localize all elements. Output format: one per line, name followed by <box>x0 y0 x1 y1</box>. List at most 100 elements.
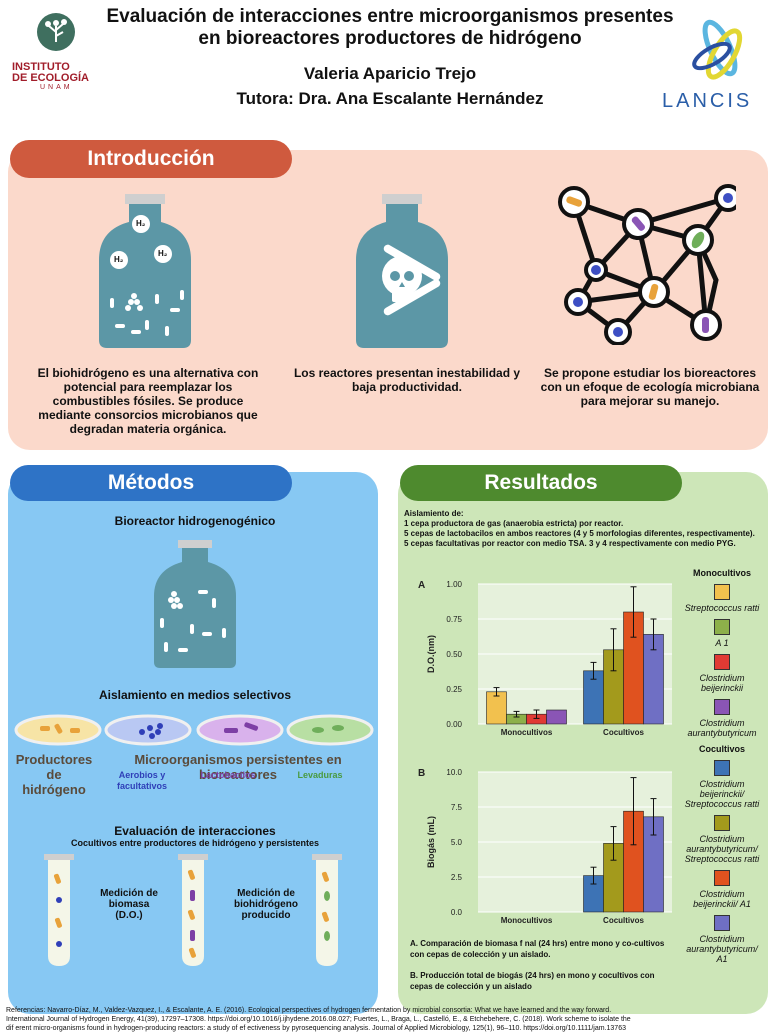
methods-title: Métodos <box>10 465 292 501</box>
isolation-head: Aislamiento de: <box>404 509 464 518</box>
intro-text-3: Se propone estudiar los bioreactores con… <box>540 366 760 408</box>
isolation-line3: 5 cepas facultativas por reactor con med… <box>404 539 736 548</box>
legend-swatch <box>714 584 730 600</box>
petri-dishes <box>12 710 376 750</box>
isolation-line1: 1 cepa productora de gas (anaerobia estr… <box>404 519 624 528</box>
petri-dish-icons <box>14 714 374 746</box>
legend-swatch <box>714 760 730 776</box>
reference-line3: dif erent micro-organisms found in hydro… <box>6 1025 626 1032</box>
intro-text-2: Los reactores presentan inestabilidad y … <box>293 366 521 394</box>
bottle-h2-icon <box>99 194 191 348</box>
mono-legend-item: A 1 <box>676 619 768 648</box>
lancis-logo <box>682 10 762 86</box>
bioreactor-label: Bioreactor hidrogenogénico <box>114 514 276 528</box>
eval-subtitle: Cocultivos entre productores de hidrógen… <box>70 838 320 848</box>
eval-title: Evaluación de interacciones <box>114 824 276 838</box>
isolation-label: Aislamiento en medios selectivos <box>98 688 292 702</box>
legend-co-title: Cocultivos <box>698 744 745 754</box>
bioreactor-bottle-icon <box>154 540 236 668</box>
network-icon <box>558 184 742 346</box>
legend-swatch <box>714 619 730 635</box>
intro-title: Introducción <box>10 140 292 178</box>
reference-line2: International Journal of Hydrogen Energy… <box>6 1016 631 1023</box>
legend-label: Clostridium beijerinckii/ A1 <box>693 889 751 909</box>
legend-swatch <box>714 654 730 670</box>
mono-legend-item: Clostridium beijerinckii <box>676 654 768 693</box>
skull-bottle-icon <box>356 194 448 348</box>
toxic-bottle-illustration <box>352 190 452 350</box>
mono-legend-item: Streptococcus ratti <box>676 584 768 613</box>
iec-unam: UNAM <box>40 84 73 91</box>
lacto-label: Lactobacilos <box>200 770 256 780</box>
results-charts: A 0.00 0.25 0.50 0.75 1.00 D.O.(nm) Monocultivo… <box>418 580 672 925</box>
isolation-line2: 5 cepas de lactobacilos en ambos reactor… <box>404 529 755 538</box>
mono-legend-item: Clostridium aurantybutyricum <box>676 699 768 738</box>
author: Valeria Aparicio Trejo <box>303 64 477 83</box>
legend-swatch <box>714 699 730 715</box>
y-tick-label: 0.0 <box>451 908 463 917</box>
y-tick-label: 10.0 <box>446 768 462 777</box>
legend-swatch <box>714 915 730 931</box>
hydrogen-bottle-illustration <box>95 190 195 350</box>
y-axis-label: Biogás (mL) <box>426 816 436 868</box>
results-title: Resultados <box>400 465 682 501</box>
legend-mono-title: Monocultivos <box>693 568 751 578</box>
legend-label: Streptococcus ratti <box>684 603 760 613</box>
legend-swatch <box>714 815 730 831</box>
iec-name: INSTITUTO DE ECOLOGÍA <box>12 62 112 84</box>
reference-line1: Referencias: Navarro-Díaz, M., Valdez-Va… <box>6 1007 612 1014</box>
references: Referencias: Navarro-Díaz, M., Valdez-Va… <box>6 1006 770 1033</box>
producers-label: Productores de hidrógeno <box>15 752 93 797</box>
persistent-label: Microorganismos persistentes en bioreact… <box>134 752 342 782</box>
y-tick-label: 7.5 <box>451 803 463 812</box>
iec-line2: DE ECOLOGÍA <box>12 72 90 84</box>
y-tick-label: 5.0 <box>451 838 463 847</box>
legend-swatch <box>714 870 730 886</box>
co-legend-item: Clostridium beijerinckii/ A1 <box>676 870 768 909</box>
bioreactor-bottle <box>150 538 240 670</box>
biohydrogen-label: Medición de biohidrógeno producido <box>234 888 298 921</box>
bar <box>486 691 507 725</box>
h2-label-b: H₂ <box>114 255 124 264</box>
y-tick-label: 0.25 <box>446 685 462 694</box>
title-line2: en bioreactores productores de hidrógeno <box>198 28 582 49</box>
iec-tree-icon <box>37 13 75 51</box>
microbial-network-illustration <box>556 180 742 346</box>
h2-label-a: H₂ <box>136 219 146 228</box>
co-legend-item: Clostridium beijerinckii/ Streptococcus … <box>676 760 768 809</box>
legend-label: A 1 <box>715 638 729 648</box>
x-tick-label: Cocultivos <box>603 728 644 737</box>
biomass-label: Medición de biomasa (D.O.) <box>100 888 158 921</box>
isolation-summary: Aislamiento de: 1 cepa productora de gas… <box>404 509 766 549</box>
legend-label: Clostridium beijerinckii <box>699 673 745 693</box>
h2-label-c: H₂ <box>158 249 168 258</box>
legend: Monocultivos Streptococcus ratti A 1 Clost… <box>676 566 768 1006</box>
y-tick-label: 2.5 <box>451 873 463 882</box>
iec-logo <box>36 12 76 52</box>
y-tick-label: 0.50 <box>446 650 462 659</box>
y-tick-label: 0.00 <box>446 720 462 729</box>
legend-label: Clostridium aurantybutyricum <box>687 718 757 738</box>
aerobic-label: Aerobios y facultativos <box>116 770 167 791</box>
legend-label: Clostridium beijerinckii/ Streptococcus … <box>684 779 760 809</box>
results-panel <box>398 472 768 1014</box>
legend-label: Clostridium aurantybutyricum/ A1 <box>686 934 758 964</box>
panel-label: B <box>418 768 425 779</box>
legend-label: Clostridium aurantybutyricum/ Streptococ… <box>684 834 760 864</box>
test-tube-icons <box>44 854 342 966</box>
y-tick-label: 0.75 <box>446 615 462 624</box>
iec-line1: INSTITUTO <box>12 61 70 73</box>
x-tick-label: Monocultivos <box>501 916 553 925</box>
yeast-label: Levaduras <box>297 770 343 780</box>
lancis-rings-icon <box>692 19 743 80</box>
co-legend-item: Clostridium aurantybutyricum/ Streptococ… <box>676 815 768 864</box>
lancis-name: LANCIS <box>662 90 753 112</box>
caption-b: B. Producción total de biogás (24 hrs) e… <box>410 971 655 991</box>
intro-text-1: El biohidrógeno es una alternativa con p… <box>37 366 259 436</box>
panel-label: A <box>418 580 425 591</box>
co-legend-item: Clostridium aurantybutyricum/ A1 <box>676 915 768 964</box>
test-tubes <box>40 852 350 970</box>
y-axis-label: D.O.(nm) <box>426 635 436 673</box>
bar <box>546 709 567 725</box>
caption-a: A. Comparación de biomasa f nal (24 hrs)… <box>410 939 665 959</box>
